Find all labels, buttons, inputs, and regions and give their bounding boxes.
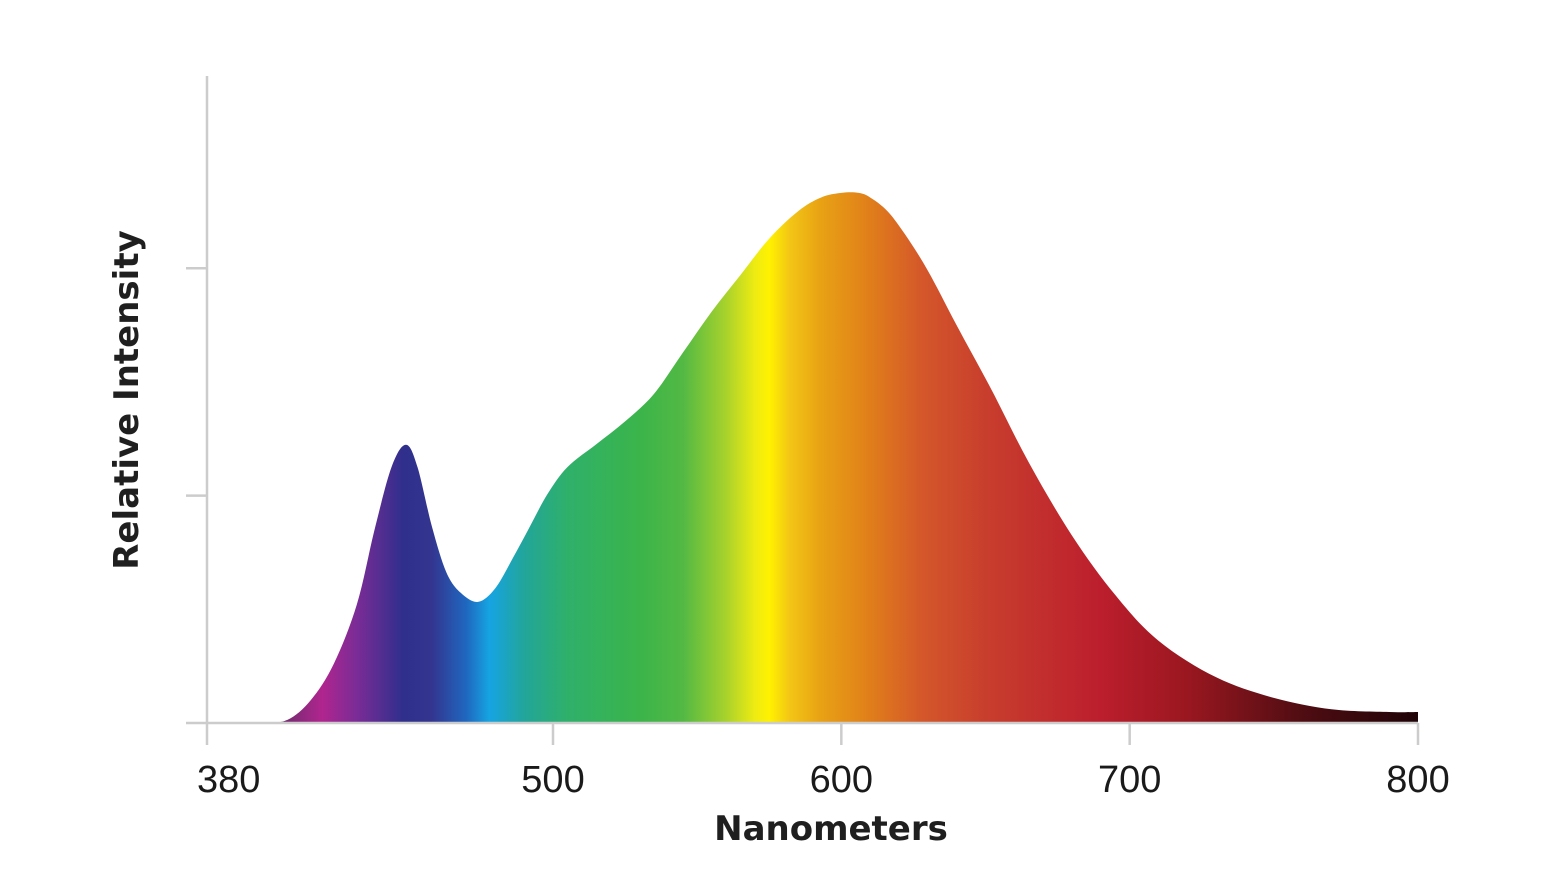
chart-marks xyxy=(207,192,1418,724)
x-tick-label-700: 700 xyxy=(1098,759,1161,801)
x-tick-label-380: 380 xyxy=(197,759,260,801)
chart-axes: 380 500 600 700 800 xyxy=(186,76,1450,801)
x-tick-label-800: 800 xyxy=(1386,759,1449,801)
y-axis-title: Relative Intensity xyxy=(107,230,147,570)
x-tick-label-600: 600 xyxy=(810,759,873,801)
x-tick-label-500: 500 xyxy=(521,759,584,801)
x-axis-title: Nanometers xyxy=(714,809,948,849)
spectrum-area xyxy=(207,192,1418,724)
